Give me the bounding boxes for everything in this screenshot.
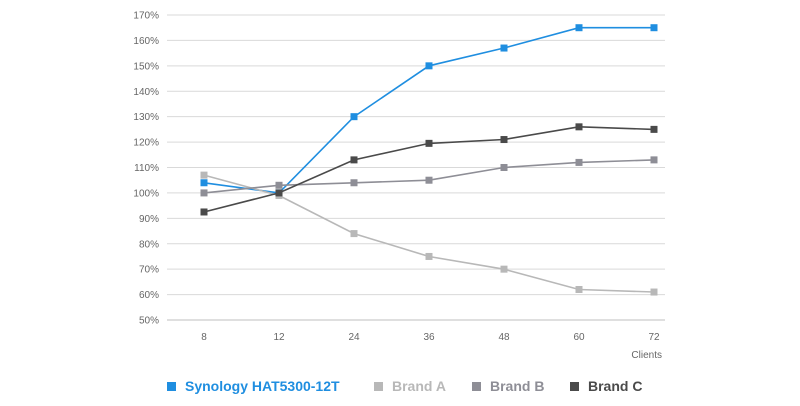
- series-4: [200, 123, 658, 216]
- data-point: [275, 181, 283, 189]
- data-point: [575, 286, 583, 293]
- y-tick-label: 150%: [133, 61, 159, 72]
- data-point: [500, 265, 508, 273]
- x-tick-label: 72: [648, 332, 660, 343]
- legend-swatch: [472, 381, 481, 391]
- legend-swatch: [570, 381, 579, 391]
- data-point: [350, 156, 358, 164]
- data-point: [200, 179, 208, 187]
- y-tick-label: 60%: [139, 290, 159, 301]
- x-tick-label: 24: [348, 332, 360, 343]
- y-tick-label: 100%: [133, 188, 159, 199]
- data-point: [650, 24, 658, 32]
- y-tick-label: 90%: [139, 214, 159, 225]
- data-point: [500, 136, 508, 144]
- x-tick-label: 60: [573, 332, 585, 343]
- legend-item: Brand B: [472, 378, 544, 394]
- legend-swatch: [374, 381, 383, 391]
- data-point: [200, 189, 208, 197]
- y-tick-label: 80%: [139, 239, 159, 250]
- legend-item: Synology HAT5300-12T: [167, 378, 340, 394]
- data-point: [650, 156, 658, 164]
- y-tick-label: 140%: [133, 87, 159, 98]
- series-line: [203, 26, 654, 194]
- data-point: [350, 230, 358, 238]
- data-point: [500, 164, 508, 171]
- data-point: [350, 179, 358, 187]
- legend-swatch: [167, 381, 176, 391]
- data-point: [575, 158, 583, 166]
- data-point: [275, 189, 283, 197]
- data-point: [575, 24, 583, 32]
- data-point: [425, 62, 433, 70]
- x-tick-label: 36: [423, 332, 435, 343]
- data-point: [200, 171, 208, 179]
- x-tick-label: 48: [498, 332, 510, 343]
- legend-label: Brand C: [588, 378, 643, 394]
- legend-label: Brand B: [490, 378, 545, 394]
- y-tick-label: 50%: [139, 316, 159, 327]
- legend: Synology HAT5300-12T Brand A Brand B Brand …: [0, 378, 800, 402]
- series-line: [203, 125, 655, 213]
- y-tick-labels: 50% 60% 70% 80% 90% 100% 110% 120% 130% 140% 150% 1…: [133, 11, 159, 327]
- legend-item: Brand C: [570, 378, 642, 394]
- x-tick-label: 8: [201, 332, 207, 343]
- data-point: [425, 252, 433, 260]
- data-point: [650, 125, 658, 133]
- data-point: [575, 123, 583, 131]
- grid-lines: [167, 14, 665, 321]
- data-point: [500, 44, 508, 52]
- data-point: [650, 288, 658, 296]
- data-point: [425, 139, 433, 147]
- data-point: [425, 176, 433, 184]
- data-point: [200, 208, 208, 216]
- y-tick-label: 170%: [133, 11, 159, 22]
- series-1: [200, 24, 658, 197]
- x-tick-labels: 8 12 24 36 48 60 72: [201, 332, 660, 343]
- x-axis-label: Clients: [631, 350, 662, 361]
- series-line: [203, 159, 655, 194]
- series-group: [200, 24, 658, 296]
- y-tick-label: 70%: [139, 265, 159, 276]
- y-tick-label: 130%: [133, 112, 159, 123]
- series-3: [200, 156, 658, 197]
- x-tick-label: 12: [273, 332, 285, 343]
- data-point: [350, 113, 358, 121]
- legend-label: Synology HAT5300-12T: [185, 378, 340, 394]
- y-tick-label: 110%: [134, 163, 159, 174]
- y-tick-label: 120%: [133, 138, 159, 149]
- y-tick-label: 160%: [133, 36, 159, 47]
- series-2: [200, 171, 658, 296]
- legend-label: Brand A: [392, 378, 446, 394]
- legend-item: Brand A: [374, 378, 446, 394]
